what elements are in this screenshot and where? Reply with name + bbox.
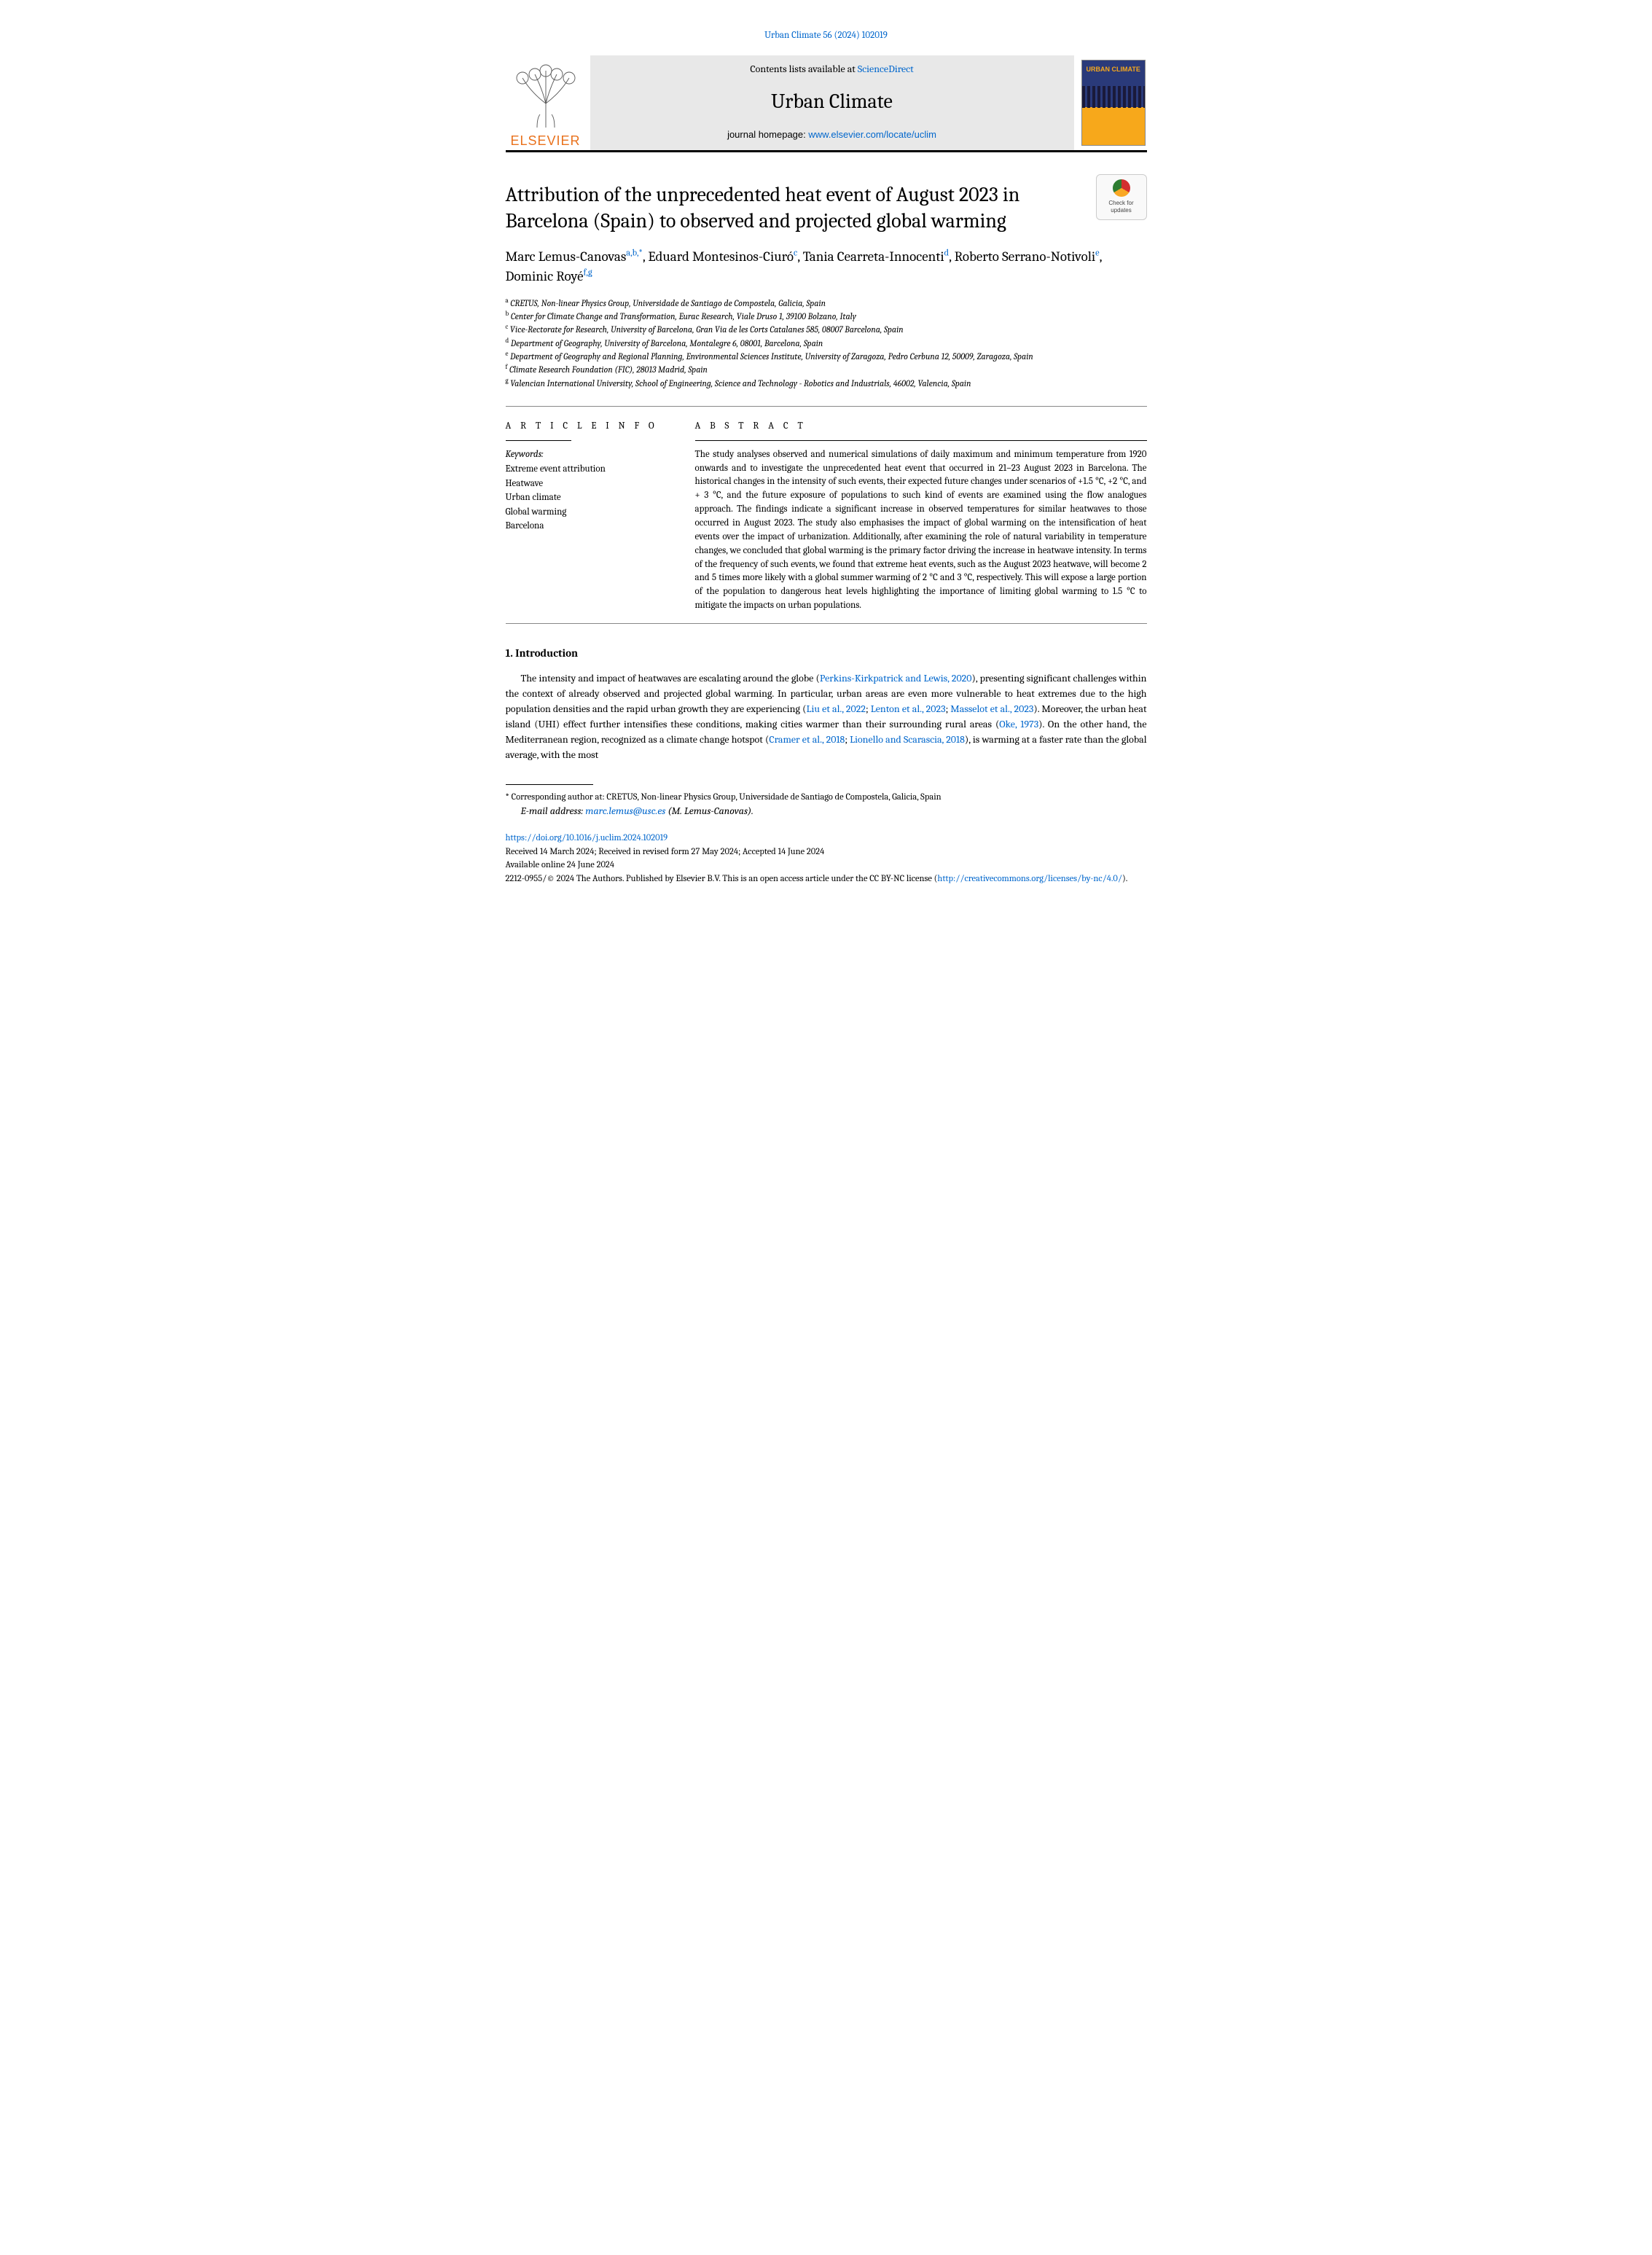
author-list: Marc Lemus-Canovasa,b,*, Eduard Montesin… xyxy=(506,247,1147,286)
copyright-line: 2212-0955/© 2024 The Authors. Published … xyxy=(506,872,1147,886)
article-info-heading: A R T I C L E I N F O xyxy=(506,420,666,433)
citation-link[interactable]: Lionello and Scarascia, 2018 xyxy=(850,733,965,746)
doi-link[interactable]: https://doi.org/10.1016/j.uclim.2024.102… xyxy=(506,833,668,843)
contents-prefix: Contents lists available at xyxy=(750,63,858,75)
check-updates-label: Check for updates xyxy=(1108,200,1133,214)
copyright-prefix: 2212-0955/© 2024 The Authors. Published … xyxy=(506,874,938,884)
article-title: Attribution of the unprecedented heat ev… xyxy=(506,181,1081,235)
author-email-link[interactable]: marc.lemus@usc.es xyxy=(585,805,665,817)
author-affil-sup[interactable]: e xyxy=(1095,249,1099,259)
affiliation-list: a CRETUS, Non-linear Physics Group, Univ… xyxy=(506,297,1147,391)
journal-title: Urban Climate xyxy=(605,88,1060,116)
citation-link[interactable]: Masselot et al., 2023 xyxy=(950,703,1033,715)
affiliation: a CRETUS, Non-linear Physics Group, Univ… xyxy=(506,297,1147,310)
homepage-prefix: journal homepage: xyxy=(727,129,808,140)
keyword: Heatwave xyxy=(506,477,666,491)
citation-link[interactable]: Cramer et al., 2018 xyxy=(769,733,845,746)
homepage-link[interactable]: www.elsevier.com/locate/uclim xyxy=(808,129,936,140)
article-info-column: A R T I C L E I N F O Keywords: Extreme … xyxy=(506,420,666,613)
article-footer: https://doi.org/10.1016/j.uclim.2024.102… xyxy=(506,832,1147,886)
citation-journal[interactable]: Urban Climate xyxy=(764,30,821,41)
author: Eduard Montesinos-Ciuróc xyxy=(648,249,797,265)
citation-link[interactable]: Perkins-Kirkpatrick and Lewis, 2020 xyxy=(820,672,972,684)
affiliation: c Vice-Rectorate for Research, Universit… xyxy=(506,323,1147,336)
copyright-suffix: ). xyxy=(1122,874,1127,884)
keyword: Extreme event attribution xyxy=(506,462,666,477)
article-history: Received 14 March 2024; Received in revi… xyxy=(506,845,1147,859)
author-affil-sup[interactable]: c xyxy=(794,249,797,259)
keyword: Barcelona xyxy=(506,519,666,534)
crossmark-icon xyxy=(1113,179,1130,197)
check-updates-badge[interactable]: Check for updates xyxy=(1096,174,1147,221)
author-affil-sup[interactable]: a,b,* xyxy=(626,249,643,259)
author-affil-sup[interactable]: f,g xyxy=(584,268,592,278)
keyword: Urban climate xyxy=(506,491,666,505)
keywords-list: Extreme event attributionHeatwaveUrban c… xyxy=(506,462,666,534)
author-affil-sup[interactable]: d xyxy=(944,249,949,259)
author: Roberto Serrano-Notivolie xyxy=(955,249,1100,265)
affiliation: e Department of Geography and Regional P… xyxy=(506,350,1147,363)
affiliation: b Center for Climate Change and Transfor… xyxy=(506,310,1147,323)
elsevier-logo[interactable]: ELSEVIER xyxy=(506,55,590,150)
contents-line: Contents lists available at ScienceDirec… xyxy=(605,63,1060,77)
header-center: Contents lists available at ScienceDirec… xyxy=(590,55,1074,150)
elsevier-wordmark: ELSEVIER xyxy=(510,132,580,149)
abstract-heading: A B S T R A C T xyxy=(695,420,1147,433)
email-label: E-mail address: xyxy=(521,805,586,817)
cc-license-link[interactable]: http://creativecommons.org/licenses/by-n… xyxy=(937,874,1122,884)
corresponding-author-note: * Corresponding author at: CRETUS, Non-l… xyxy=(517,791,1147,805)
keywords-label: Keywords: xyxy=(506,448,666,461)
corresponding-email: E-mail address: marc.lemus@usc.es (M. Le… xyxy=(521,805,1147,818)
abstract-text: The study analyses observed and numerica… xyxy=(695,448,1147,613)
abstract-column: A B S T R A C T The study analyses obser… xyxy=(695,420,1147,613)
homepage-line: journal homepage: www.elsevier.com/locat… xyxy=(605,128,1060,141)
elsevier-tree-icon xyxy=(509,63,582,129)
running-head: Urban Climate 56 (2024) 102019 xyxy=(506,29,1147,42)
intro-paragraph-1: The intensity and impact of heatwaves ar… xyxy=(506,671,1147,762)
author: Tania Cearreta-Innocentid xyxy=(803,249,949,265)
journal-cover[interactable]: URBAN CLIMATE xyxy=(1074,55,1147,150)
keyword: Global warming xyxy=(506,505,666,520)
author: Marc Lemus-Canovasa,b,* xyxy=(506,249,643,265)
cover-label: URBAN CLIMATE xyxy=(1087,65,1140,74)
citation-link[interactable]: Oke, 1973 xyxy=(999,718,1038,730)
email-suffix: (M. Lemus-Canovas). xyxy=(665,805,753,817)
author: Dominic Royéf,g xyxy=(506,268,592,284)
sciencedirect-link[interactable]: ScienceDirect xyxy=(858,63,914,75)
citation-link[interactable]: Liu et al., 2022 xyxy=(806,703,866,715)
citation-link[interactable]: Lenton et al., 2023 xyxy=(871,703,946,715)
affiliation: d Department of Geography, University of… xyxy=(506,337,1147,350)
affiliation: f Climate Research Foundation (FIC), 280… xyxy=(506,363,1147,376)
journal-header: ELSEVIER Contents lists available at Sci… xyxy=(506,55,1147,152)
affiliation: g Valencian International University, Sc… xyxy=(506,377,1147,390)
available-online: Available online 24 June 2024 xyxy=(506,859,1147,872)
section-1-heading: 1. Introduction xyxy=(506,646,1147,660)
citation-volume[interactable]: 56 (2024) 102019 xyxy=(823,30,888,41)
